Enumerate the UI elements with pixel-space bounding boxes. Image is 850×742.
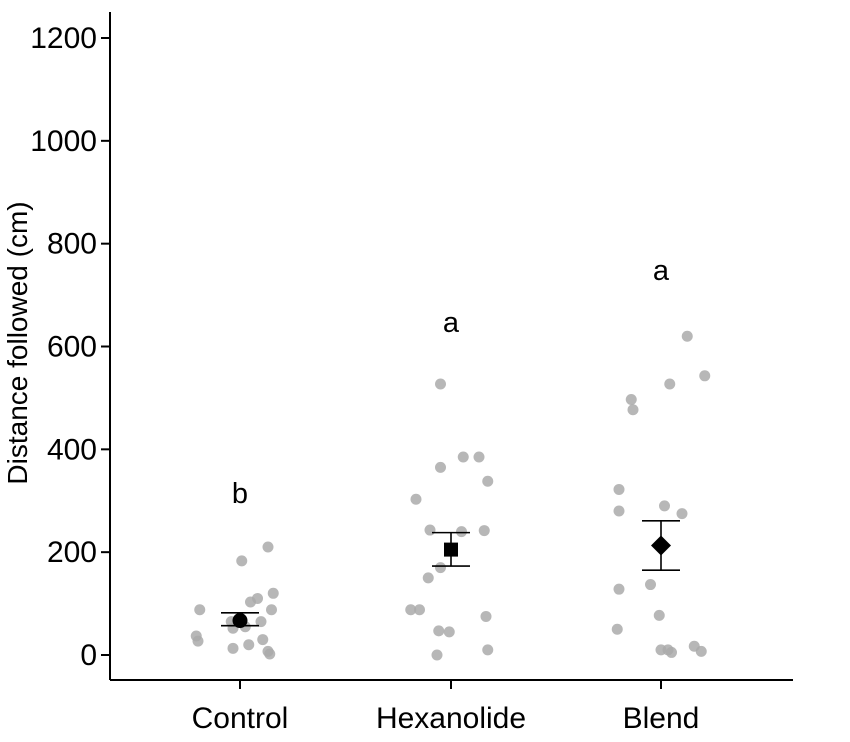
data-point <box>482 644 494 656</box>
data-point <box>480 610 492 622</box>
data-point <box>611 623 623 635</box>
data-point <box>243 639 255 651</box>
data-point <box>653 609 665 621</box>
data-point <box>457 451 469 463</box>
data-point <box>255 616 267 628</box>
mean-marker-circle <box>232 613 248 629</box>
data-point <box>257 634 269 646</box>
data-point <box>613 583 625 595</box>
significance-letters: b a a <box>232 255 670 510</box>
data-point <box>482 475 494 487</box>
significance-letter: a <box>443 307 460 339</box>
data-point <box>681 330 693 342</box>
data-point <box>435 461 446 473</box>
data-point <box>405 604 417 616</box>
mean-marker-square <box>444 542 458 557</box>
data-point <box>627 404 639 416</box>
data-point <box>422 572 434 584</box>
data-point <box>659 500 670 512</box>
data-point <box>262 541 274 553</box>
y-tick-label: 1200 <box>30 22 97 55</box>
data-point <box>266 604 277 616</box>
data-point <box>613 483 625 495</box>
significance-letter: b <box>232 478 248 510</box>
data-point <box>435 378 446 390</box>
data-point <box>267 587 279 599</box>
data-point <box>666 646 677 658</box>
data-point <box>456 526 467 538</box>
y-axis-label: Distance followed (cm) <box>2 201 33 484</box>
data-point <box>414 604 425 616</box>
data-point <box>443 626 455 638</box>
data-point <box>433 625 445 637</box>
x-axis: Control Hexanolide Blend <box>110 679 793 735</box>
data-point <box>676 508 688 520</box>
y-tick-label: 0 <box>80 639 97 672</box>
y-tick-label: 800 <box>47 228 97 261</box>
significance-letter: a <box>653 255 670 287</box>
data-point <box>410 493 422 505</box>
data-point <box>424 524 436 536</box>
data-point <box>695 645 707 657</box>
data-point <box>625 393 637 405</box>
mean-marker-diamond <box>651 535 671 556</box>
y-tick-label: 400 <box>47 433 97 466</box>
group-means <box>221 520 680 629</box>
data-point <box>664 378 676 390</box>
data-point <box>645 579 656 591</box>
data-point <box>227 642 239 654</box>
data-point <box>473 451 485 463</box>
data-point <box>699 370 711 382</box>
y-tick-label: 200 <box>47 536 97 569</box>
data-point <box>236 555 248 567</box>
y-axis: 0 200 400 600 800 1000 1200 <box>30 12 111 680</box>
x-tick-label: Control <box>192 702 289 735</box>
data-point <box>194 604 206 616</box>
data-point <box>245 596 256 608</box>
data-point <box>613 505 625 517</box>
x-tick-label: Hexanolide <box>376 702 526 735</box>
y-tick-label: 600 <box>47 331 97 364</box>
data-point <box>431 649 443 661</box>
y-tick-label: 1000 <box>30 125 97 158</box>
x-tick-label: Blend <box>623 702 700 735</box>
data-point <box>478 525 490 537</box>
data-point <box>264 648 276 660</box>
data-point <box>192 635 204 647</box>
data-points <box>190 330 711 661</box>
data-point <box>435 562 446 574</box>
